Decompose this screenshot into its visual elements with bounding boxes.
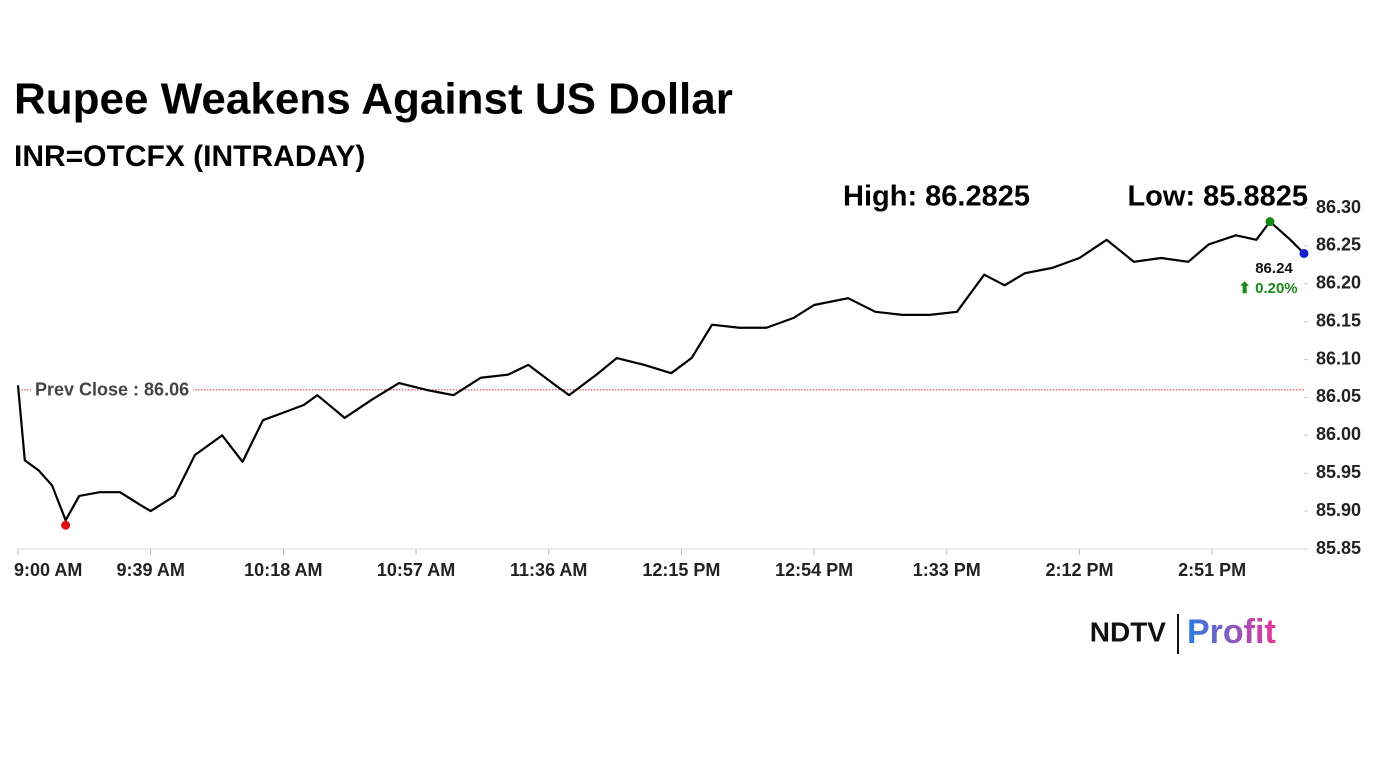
y-tick-label: 86.25 <box>1316 235 1361 255</box>
x-tick-label: 2:12 PM <box>1045 560 1113 580</box>
x-tick-label: 12:15 PM <box>642 560 720 580</box>
x-tick-label: 10:18 AM <box>244 560 322 580</box>
prev-close-label-bg <box>31 379 194 400</box>
logo-product: Profit <box>1187 613 1276 651</box>
x-tick-label: 9:39 AM <box>117 560 185 580</box>
y-tick-label: 86.30 <box>1316 197 1361 217</box>
y-tick-label: 85.95 <box>1316 462 1361 482</box>
x-tick-label: 11:36 AM <box>510 560 587 580</box>
y-tick-label: 86.10 <box>1316 348 1361 368</box>
y-tick-label: 85.90 <box>1316 500 1361 520</box>
x-tick-label: 10:57 AM <box>377 560 455 580</box>
x-tick-label: 2:51 PM <box>1178 560 1246 580</box>
low-marker <box>61 520 71 530</box>
chart-title: Rupee Weakens Against US Dollar <box>14 75 733 124</box>
x-tick-label: 9:00 AM <box>14 560 82 580</box>
y-tick-label: 86.05 <box>1316 386 1361 406</box>
logo-brand: NDTV <box>1090 616 1167 647</box>
last-value-label: 86.24 <box>1255 260 1293 277</box>
y-tick-label: 86.00 <box>1316 424 1361 444</box>
y-tick-label: 86.15 <box>1316 310 1361 330</box>
high-label: High: 86.2825 <box>843 181 1030 213</box>
x-tick-label: 12:54 PM <box>775 560 853 580</box>
chart-subtitle: INR=OTCFX (INTRADAY) <box>14 140 365 173</box>
last-marker <box>1299 248 1309 258</box>
prev-close-label: Prev Close : 86.06 <box>35 380 189 400</box>
x-tick-label: 1:33 PM <box>913 560 981 580</box>
y-tick-label: 85.85 <box>1316 538 1361 558</box>
high-marker <box>1265 217 1275 227</box>
last-change-label: ⬆ 0.20% <box>1238 280 1297 297</box>
price-line <box>16 220 1305 522</box>
low-label: Low: 85.8825 <box>1127 181 1308 213</box>
y-tick-label: 86.20 <box>1316 273 1361 293</box>
